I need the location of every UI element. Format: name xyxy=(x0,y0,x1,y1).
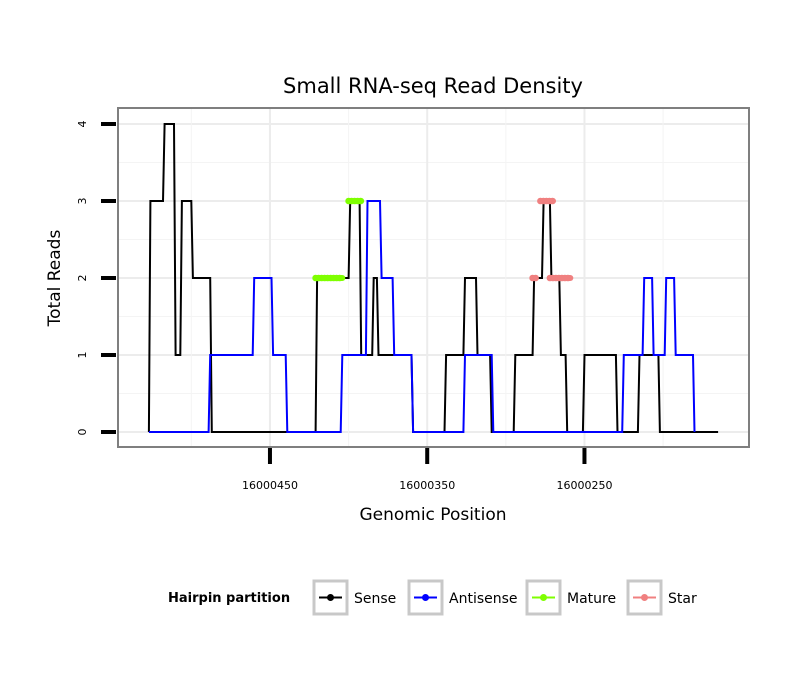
y-tick-label: 3 xyxy=(76,198,89,205)
legend-item-sense: Sense xyxy=(312,579,396,616)
axes: 16000450 16000350 16000250 0 1 2 3 4 xyxy=(76,121,612,493)
legend-label-sense: Sense xyxy=(354,591,396,607)
legend-label-mature: Mature xyxy=(567,591,616,607)
x-tick-label: 16000350 xyxy=(399,479,455,492)
plot-panel-border xyxy=(117,107,750,448)
legend-label-star: Star xyxy=(668,591,697,607)
y-tick-label: 1 xyxy=(76,352,89,359)
series-point-star xyxy=(532,274,539,282)
legend-item-mature: Mature xyxy=(525,579,616,616)
chart-title: Small RNA-seq Read Density xyxy=(283,74,583,98)
series-point-star xyxy=(564,274,572,282)
series-point-star xyxy=(549,197,556,205)
x-axis-title: Genomic Position xyxy=(359,505,506,525)
legend-title: Hairpin partition xyxy=(168,591,290,606)
legend: Hairpin partition Sense Antisense Mature St… xyxy=(168,579,697,616)
x-tick-label: 16000250 xyxy=(556,479,612,492)
legend-key-point xyxy=(327,594,334,601)
legend-key-point xyxy=(540,594,547,601)
legend-item-star: Star xyxy=(626,579,697,616)
plot-series xyxy=(147,123,719,433)
legend-key-point xyxy=(422,594,429,601)
x-tick-label: 16000450 xyxy=(242,479,298,492)
y-tick-label: 4 xyxy=(76,121,89,128)
legend-label-antisense: Antisense xyxy=(449,591,518,607)
legend-key-point xyxy=(641,594,648,601)
y-tick-label: 2 xyxy=(76,275,89,282)
series-point-mature xyxy=(336,274,343,282)
series-line-antisense xyxy=(148,200,696,433)
series-point-mature xyxy=(357,197,364,205)
y-axis-title: Total Reads xyxy=(45,230,65,328)
grid xyxy=(119,109,748,446)
y-tick-label: 0 xyxy=(76,429,89,436)
legend-item-antisense: Antisense xyxy=(407,579,518,616)
